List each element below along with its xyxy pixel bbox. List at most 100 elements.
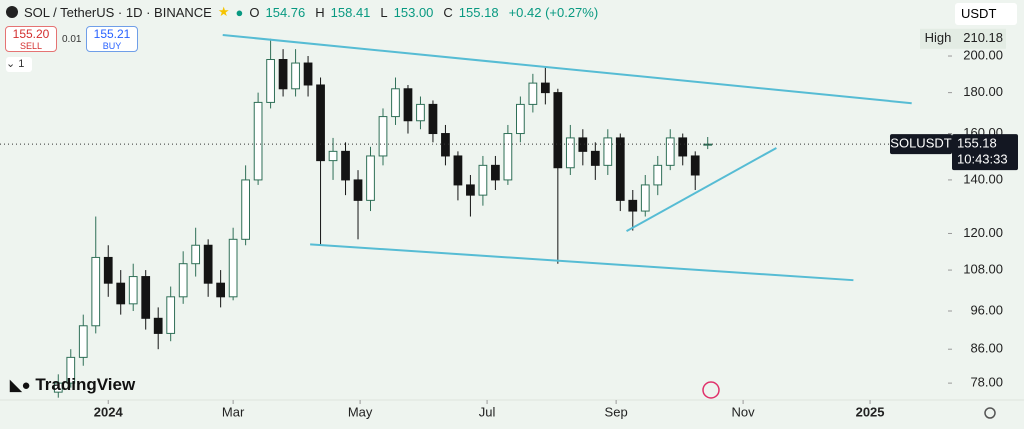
status-dot: ● bbox=[235, 4, 244, 20]
y-tick-label: 140.00 bbox=[963, 171, 1003, 186]
last-price-label: 155.18 bbox=[957, 136, 997, 151]
watermark-text: TradingView bbox=[35, 375, 136, 394]
candle-body bbox=[703, 143, 713, 146]
candle-body bbox=[678, 137, 688, 157]
sell-label: SELL bbox=[19, 41, 43, 51]
price-axis bbox=[948, 0, 1024, 429]
candle-body bbox=[241, 179, 250, 240]
candle-body bbox=[403, 88, 413, 122]
x-tick-label: Mar bbox=[222, 404, 245, 419]
high-tag-bg bbox=[920, 28, 956, 49]
spread: 0.01 bbox=[62, 34, 82, 45]
candle-body bbox=[53, 382, 63, 393]
settings-icon[interactable] bbox=[984, 407, 996, 419]
candle-body bbox=[128, 276, 138, 305]
candle-body bbox=[203, 244, 213, 284]
candle-body bbox=[590, 150, 600, 166]
x-tick-label: May bbox=[348, 404, 373, 419]
candle-body bbox=[653, 164, 663, 186]
candle-body bbox=[253, 101, 263, 181]
buy-button[interactable]: 155.21 BUY bbox=[86, 26, 138, 52]
candle-body bbox=[690, 155, 700, 176]
candle-body bbox=[540, 82, 550, 94]
candle-body bbox=[278, 59, 288, 90]
alert-icon bbox=[702, 381, 720, 399]
candle-body bbox=[303, 62, 313, 86]
x-tick-label: Jul bbox=[479, 404, 496, 419]
currency-dropdown[interactable]: USDT bbox=[955, 3, 1017, 25]
candle-body bbox=[553, 92, 563, 169]
ohlc-value: 155.18 bbox=[458, 4, 499, 20]
candle-body bbox=[328, 150, 338, 162]
candle-body bbox=[116, 282, 126, 305]
ohlc-key: C bbox=[443, 4, 453, 20]
symbol-label: SOLUSDT bbox=[890, 136, 951, 151]
candle-body bbox=[466, 184, 475, 196]
candle-body bbox=[428, 103, 438, 135]
candle-body bbox=[153, 317, 163, 334]
candle-body bbox=[441, 133, 450, 157]
high-tag bbox=[956, 28, 1006, 49]
buy-label: BUY bbox=[102, 41, 122, 51]
candle-body bbox=[391, 88, 400, 118]
symbol-tag bbox=[890, 134, 952, 155]
change: +0.42 (+0.27%) bbox=[508, 4, 599, 20]
candle-body bbox=[478, 164, 488, 196]
y-tick-label: 120.00 bbox=[963, 225, 1003, 240]
candle-body bbox=[615, 137, 625, 201]
indicator-count: 1 bbox=[18, 58, 25, 70]
star[interactable]: ★ bbox=[217, 4, 230, 19]
countdown: 10:43:33 bbox=[957, 152, 1008, 167]
candle-body bbox=[491, 164, 500, 181]
candle-body bbox=[191, 244, 201, 265]
candle-body bbox=[66, 356, 76, 384]
x-tick-label: Sep bbox=[605, 404, 628, 419]
y-tick-label: 108.00 bbox=[963, 262, 1003, 277]
x-tick-label: 2025 bbox=[856, 404, 885, 419]
indicator-toggle[interactable]: ⌄ 1 bbox=[6, 57, 32, 72]
watermark: ◣● TradingView bbox=[10, 375, 136, 394]
legend-header: SOL / TetherUS · 1D · BINANCE ★ ● O 154.7… bbox=[6, 4, 602, 20]
ohlc-key: O bbox=[249, 4, 260, 20]
candle-body bbox=[216, 282, 226, 298]
candle-body bbox=[166, 296, 176, 334]
candle-body bbox=[416, 103, 425, 122]
ohlc-key: H bbox=[315, 4, 325, 20]
y-tick-label: 180.00 bbox=[963, 84, 1003, 99]
candle-body bbox=[353, 179, 363, 201]
candle-body bbox=[453, 155, 463, 186]
candle-body bbox=[578, 137, 588, 152]
candle-body bbox=[628, 199, 638, 212]
candle-body bbox=[516, 103, 525, 135]
ohlc-key: L bbox=[380, 4, 388, 20]
candle-body bbox=[291, 62, 300, 90]
buy-price: 155.21 bbox=[93, 27, 131, 41]
sell-button[interactable]: 155.20 SELL bbox=[5, 26, 57, 52]
candle-body bbox=[228, 238, 238, 298]
symbol-icon bbox=[6, 6, 18, 18]
trendline bbox=[222, 33, 912, 105]
candle-body bbox=[266, 59, 275, 103]
trendline bbox=[310, 243, 854, 282]
candle-body bbox=[103, 256, 113, 284]
candle-body bbox=[316, 84, 325, 162]
candle-body bbox=[141, 276, 151, 319]
x-tick-label: 2024 bbox=[94, 404, 124, 419]
y-tick-label: 78.00 bbox=[970, 375, 1003, 390]
currency: USDT bbox=[961, 6, 997, 21]
high-label: High bbox=[925, 30, 952, 45]
candle-body bbox=[91, 256, 101, 327]
candle-body bbox=[565, 137, 575, 169]
candle-body bbox=[366, 155, 375, 201]
candle-body bbox=[78, 325, 88, 358]
x-tick-label: Nov bbox=[732, 404, 756, 419]
candle-body bbox=[640, 184, 650, 212]
candle-body bbox=[665, 137, 675, 166]
candle-body bbox=[503, 133, 513, 181]
y-tick-label: 86.00 bbox=[970, 341, 1003, 356]
symbol[interactable]: SOL / TetherUS · 1D · BINANCE bbox=[24, 4, 212, 20]
high-value: 210.18 bbox=[963, 30, 1003, 45]
y-tick-label: 200.00 bbox=[963, 47, 1003, 62]
